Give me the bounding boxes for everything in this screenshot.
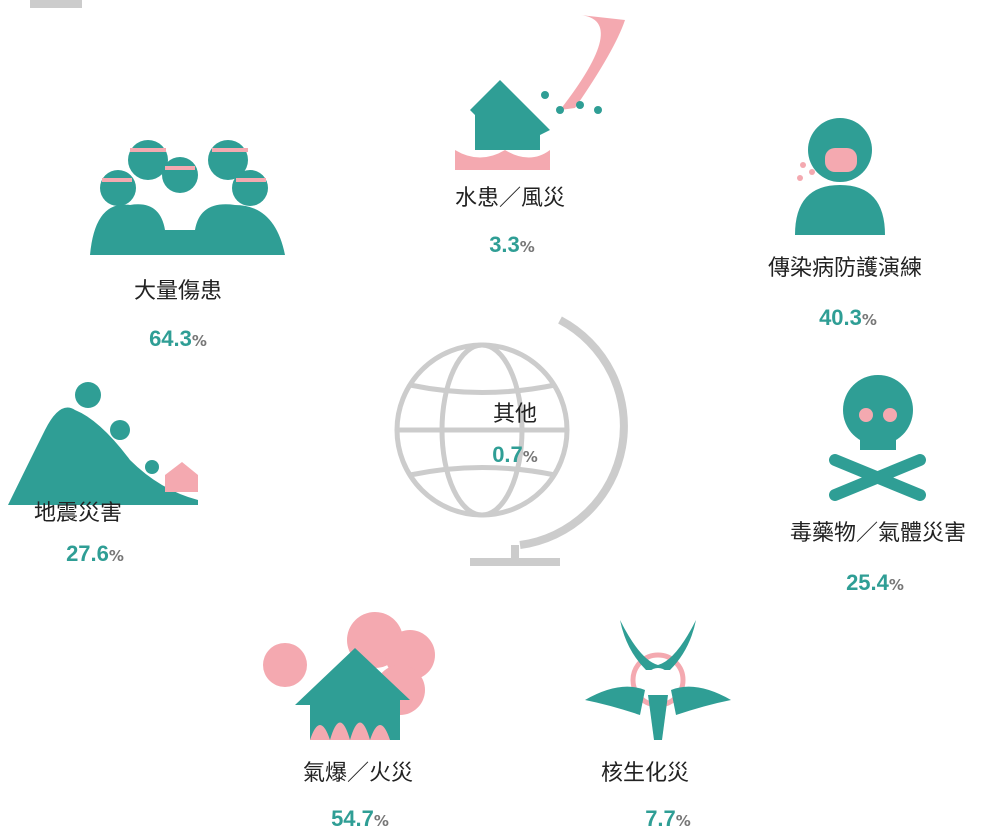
value: 0.7	[492, 442, 523, 467]
value: 3.3	[489, 232, 520, 257]
unit: %	[862, 311, 877, 329]
item-label: 傳染病防護演練	[768, 256, 922, 281]
item-label: 毒藥物／氣體災害	[790, 521, 966, 546]
unit: %	[523, 448, 538, 466]
item-value: 40.3%	[819, 305, 877, 330]
landslide-icon	[8, 382, 198, 505]
item-label: 氣爆／火災	[303, 761, 413, 786]
value: 7.7	[645, 806, 676, 827]
item-label: 地震災害	[34, 501, 122, 526]
unit: %	[520, 238, 535, 256]
item-label: 其他	[493, 402, 537, 427]
unit: %	[374, 812, 389, 827]
unit: %	[192, 332, 207, 350]
item-value: 7.7%	[645, 806, 691, 827]
decoration	[30, 0, 82, 8]
value: 54.7	[331, 806, 374, 827]
item-value: 25.4%	[846, 570, 904, 595]
item-label: 核生化災	[601, 761, 689, 786]
mask-icon	[795, 118, 885, 235]
unit: %	[889, 576, 904, 594]
page: {"items": [ {"label": "大量傷患", "value": 6…	[0, 0, 998, 827]
biohazard-icon	[585, 620, 731, 740]
flood-icon	[455, 15, 625, 170]
item-value: 0.7%	[492, 442, 538, 467]
item-value: 27.6%	[66, 541, 124, 566]
item-label: 大量傷患	[134, 279, 222, 304]
unit: %	[109, 547, 124, 565]
crowd-icon	[90, 140, 285, 255]
unit: %	[676, 812, 691, 827]
value: 27.6	[66, 541, 109, 566]
item-value: 3.3%	[489, 232, 535, 257]
skull-icon	[835, 375, 920, 495]
value: 25.4	[846, 570, 890, 595]
value: 64.3	[149, 326, 192, 351]
item-label: 水患／風災	[455, 186, 565, 211]
fire-icon	[263, 612, 435, 740]
item-value: 54.7%	[331, 806, 389, 827]
infographic: 大量傷患 64.3% 水患／風災 3.3% 傳染病防護演練 40.3% 其他 0…	[0, 0, 998, 827]
value: 40.3	[819, 305, 862, 330]
item-value: 64.3%	[149, 326, 207, 351]
